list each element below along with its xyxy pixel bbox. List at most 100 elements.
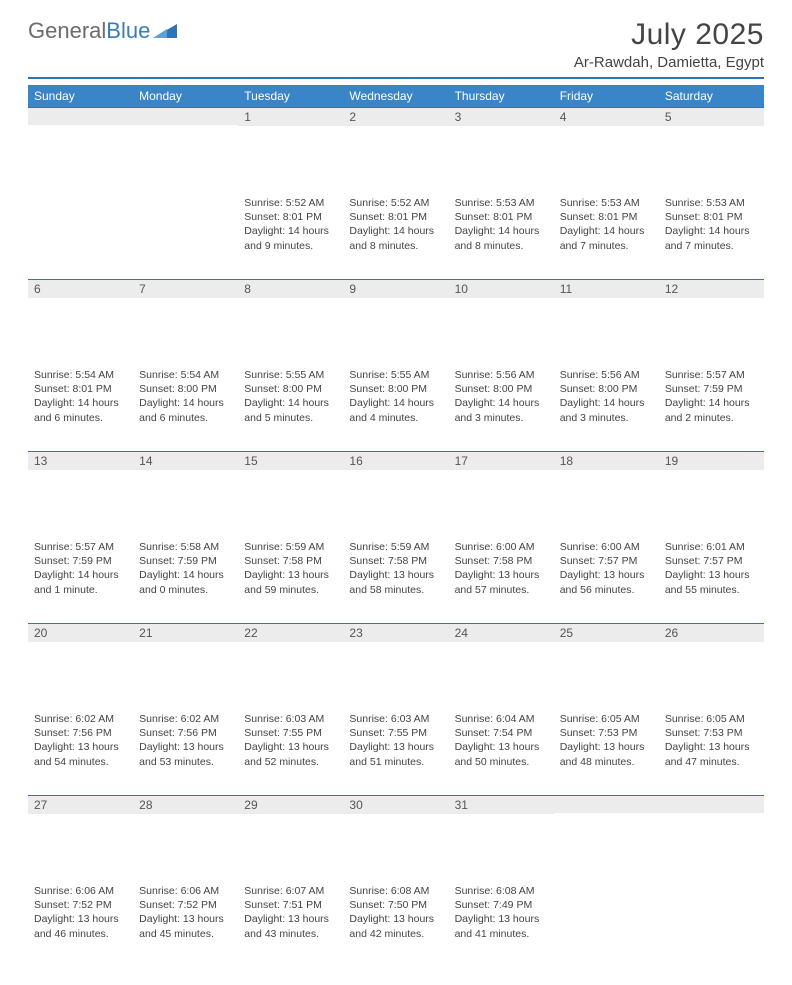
day-cell: Sunrise: 6:04 AMSunset: 7:54 PMDaylight:… (449, 709, 554, 795)
daylight-line: Daylight: 13 hours and 59 minutes. (244, 568, 337, 596)
sunrise-line: Sunrise: 5:54 AM (34, 368, 127, 382)
sunrise-line: Sunrise: 6:04 AM (455, 712, 548, 726)
daylight-line: Daylight: 14 hours and 6 minutes. (34, 396, 127, 424)
day-number: 9 (343, 279, 448, 298)
sunset-line: Sunset: 7:50 PM (349, 898, 442, 912)
sunset-line: Sunset: 8:00 PM (244, 382, 337, 396)
day-cell: Sunrise: 5:59 AMSunset: 7:58 PMDaylight:… (238, 537, 343, 623)
day-cell: Sunrise: 5:57 AMSunset: 7:59 PMDaylight:… (28, 537, 133, 623)
header: GeneralBlue July 2025 Ar-Rawdah, Damiett… (28, 18, 764, 71)
sunrise-line: Sunrise: 5:55 AM (349, 368, 442, 382)
day-cell: Sunrise: 5:56 AMSunset: 8:00 PMDaylight:… (449, 365, 554, 451)
day-cell: Sunrise: 6:05 AMSunset: 7:53 PMDaylight:… (554, 709, 659, 795)
sunrise-line: Sunrise: 5:53 AM (560, 196, 653, 210)
sunset-line: Sunset: 7:53 PM (665, 726, 758, 740)
sunrise-line: Sunrise: 5:55 AM (244, 368, 337, 382)
day-cell: Sunrise: 5:52 AMSunset: 8:01 PMDaylight:… (343, 193, 448, 279)
weekday-header: Sunday (28, 85, 133, 107)
day-number (554, 795, 659, 813)
sunset-line: Sunset: 8:01 PM (455, 210, 548, 224)
day-number: 18 (554, 451, 659, 470)
day-number: 21 (133, 623, 238, 642)
daylight-line: Daylight: 13 hours and 52 minutes. (244, 740, 337, 768)
weekday-header: Friday (554, 85, 659, 107)
day-number: 11 (554, 279, 659, 298)
daylight-line: Daylight: 13 hours and 57 minutes. (455, 568, 548, 596)
daylight-line: Daylight: 14 hours and 1 minute. (34, 568, 127, 596)
day-number: 19 (659, 451, 764, 470)
sunset-line: Sunset: 7:57 PM (560, 554, 653, 568)
sunrise-line: Sunrise: 6:07 AM (244, 884, 337, 898)
day-cell: Sunrise: 5:58 AMSunset: 7:59 PMDaylight:… (133, 537, 238, 623)
sunset-line: Sunset: 7:56 PM (139, 726, 232, 740)
day-number: 5 (659, 107, 764, 126)
day-number: 3 (449, 107, 554, 126)
day-number: 4 (554, 107, 659, 126)
day-cell: Sunrise: 6:01 AMSunset: 7:57 PMDaylight:… (659, 537, 764, 623)
daylight-line: Daylight: 13 hours and 56 minutes. (560, 568, 653, 596)
sunset-line: Sunset: 7:49 PM (455, 898, 548, 912)
sunset-line: Sunset: 7:59 PM (139, 554, 232, 568)
day-number: 24 (449, 623, 554, 642)
day-number: 17 (449, 451, 554, 470)
day-cell: Sunrise: 6:00 AMSunset: 7:58 PMDaylight:… (449, 537, 554, 623)
daylight-line: Daylight: 14 hours and 4 minutes. (349, 396, 442, 424)
sunset-line: Sunset: 7:52 PM (139, 898, 232, 912)
day-number (28, 107, 133, 125)
sunset-line: Sunset: 8:00 PM (139, 382, 232, 396)
day-cell: Sunrise: 5:54 AMSunset: 8:01 PMDaylight:… (28, 365, 133, 451)
day-number: 29 (238, 795, 343, 814)
sunrise-line: Sunrise: 6:02 AM (139, 712, 232, 726)
daylight-line: Daylight: 14 hours and 8 minutes. (349, 224, 442, 252)
weekday-header: Monday (133, 85, 238, 107)
sunrise-line: Sunrise: 5:58 AM (139, 540, 232, 554)
sunrise-line: Sunrise: 6:08 AM (349, 884, 442, 898)
day-cell: Sunrise: 5:55 AMSunset: 8:00 PMDaylight:… (238, 365, 343, 451)
sunrise-line: Sunrise: 5:53 AM (665, 196, 758, 210)
day-number: 23 (343, 623, 448, 642)
sunrise-line: Sunrise: 6:06 AM (34, 884, 127, 898)
sunset-line: Sunset: 7:58 PM (244, 554, 337, 568)
daylight-line: Daylight: 14 hours and 3 minutes. (560, 396, 653, 424)
sunset-line: Sunset: 8:00 PM (455, 382, 548, 396)
daylight-line: Daylight: 13 hours and 54 minutes. (34, 740, 127, 768)
day-cell: Sunrise: 6:02 AMSunset: 7:56 PMDaylight:… (133, 709, 238, 795)
sunset-line: Sunset: 8:01 PM (560, 210, 653, 224)
sunrise-line: Sunrise: 6:02 AM (34, 712, 127, 726)
sunset-line: Sunset: 8:01 PM (244, 210, 337, 224)
daylight-line: Daylight: 14 hours and 0 minutes. (139, 568, 232, 596)
day-number: 30 (343, 795, 448, 814)
day-cell: Sunrise: 5:55 AMSunset: 8:00 PMDaylight:… (343, 365, 448, 451)
brand-part2: Blue (106, 18, 150, 44)
day-number: 28 (133, 795, 238, 814)
sunrise-line: Sunrise: 6:06 AM (139, 884, 232, 898)
sunrise-line: Sunrise: 6:03 AM (349, 712, 442, 726)
day-cell: Sunrise: 6:08 AMSunset: 7:49 PMDaylight:… (449, 881, 554, 967)
day-cell: Sunrise: 6:05 AMSunset: 7:53 PMDaylight:… (659, 709, 764, 795)
daylight-line: Daylight: 14 hours and 6 minutes. (139, 396, 232, 424)
calendar-table: SundayMondayTuesdayWednesdayThursdayFrid… (28, 85, 764, 967)
brand-part1: General (28, 18, 106, 44)
day-number: 14 (133, 451, 238, 470)
calendar-head: SundayMondayTuesdayWednesdayThursdayFrid… (28, 85, 764, 107)
sunrise-line: Sunrise: 5:59 AM (244, 540, 337, 554)
day-number: 22 (238, 623, 343, 642)
sunset-line: Sunset: 7:59 PM (665, 382, 758, 396)
day-cell: Sunrise: 5:53 AMSunset: 8:01 PMDaylight:… (449, 193, 554, 279)
calendar-body: 12345Sunrise: 5:52 AMSunset: 8:01 PMDayl… (28, 107, 764, 967)
day-cell (28, 193, 133, 279)
day-cell: Sunrise: 6:03 AMSunset: 7:55 PMDaylight:… (343, 709, 448, 795)
sunrise-line: Sunrise: 6:03 AM (244, 712, 337, 726)
daylight-line: Daylight: 13 hours and 50 minutes. (455, 740, 548, 768)
day-cell: Sunrise: 5:57 AMSunset: 7:59 PMDaylight:… (659, 365, 764, 451)
day-cell (133, 193, 238, 279)
sunrise-line: Sunrise: 5:56 AM (455, 368, 548, 382)
weekday-header: Saturday (659, 85, 764, 107)
day-cell: Sunrise: 5:53 AMSunset: 8:01 PMDaylight:… (659, 193, 764, 279)
sunset-line: Sunset: 7:55 PM (349, 726, 442, 740)
daylight-line: Daylight: 13 hours and 43 minutes. (244, 912, 337, 940)
daylight-line: Daylight: 13 hours and 46 minutes. (34, 912, 127, 940)
sunset-line: Sunset: 8:01 PM (34, 382, 127, 396)
daylight-line: Daylight: 13 hours and 55 minutes. (665, 568, 758, 596)
sunrise-line: Sunrise: 5:54 AM (139, 368, 232, 382)
